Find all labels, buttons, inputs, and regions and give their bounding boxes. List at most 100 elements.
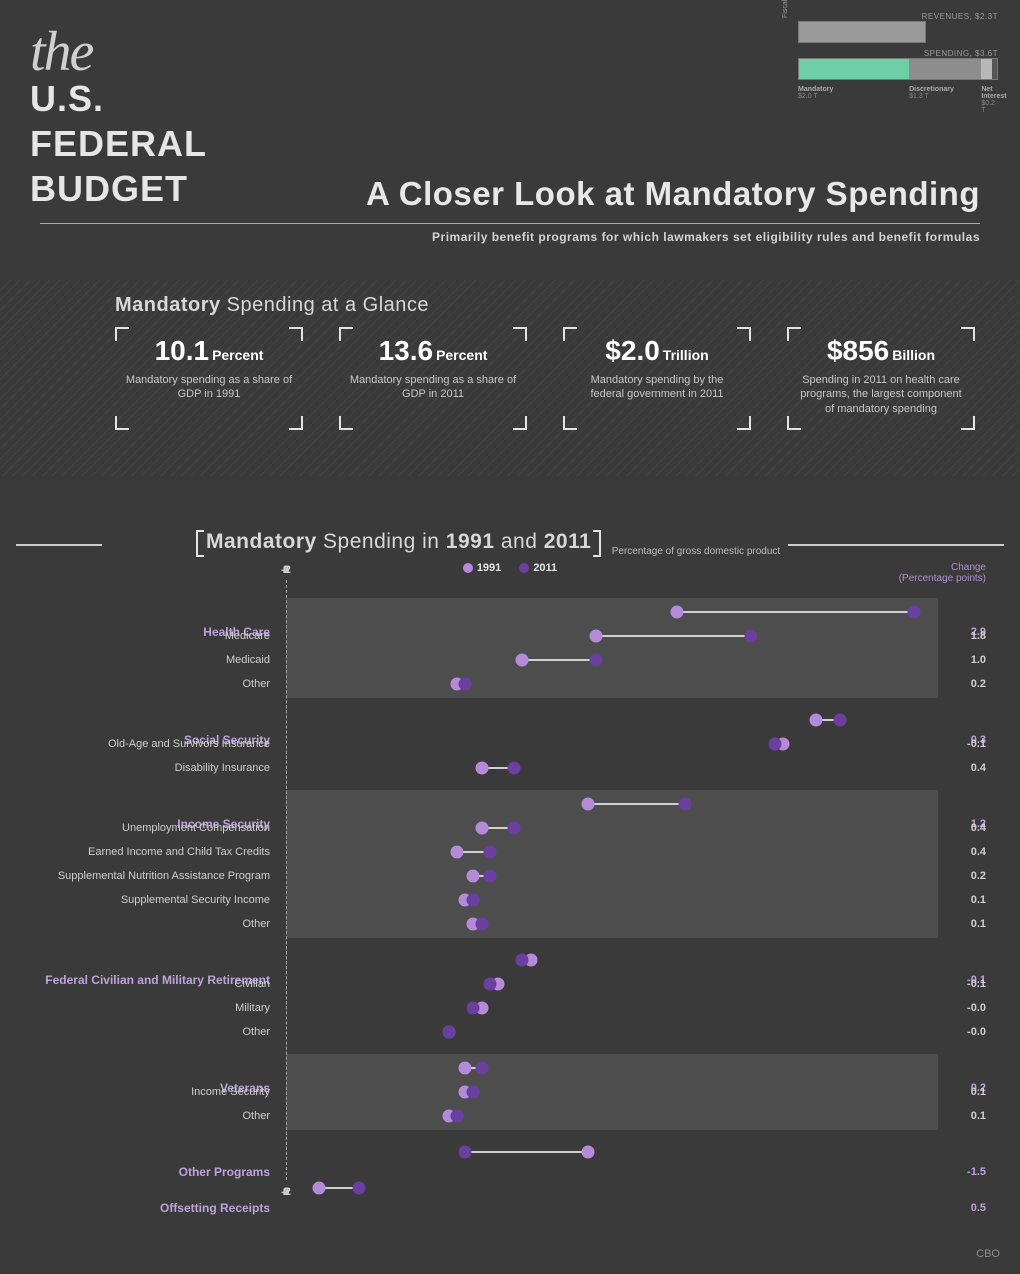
row-plot [286, 708, 938, 732]
chart-sub-row: Supplemental Security Income0.1 [16, 888, 1004, 912]
dot-2011 [483, 869, 496, 882]
dot-1991 [475, 761, 488, 774]
row-label: Other [16, 1020, 278, 1044]
dot-1991 [451, 845, 464, 858]
dot-2011 [451, 1109, 464, 1122]
chart-sub-row: Other-0.0 [16, 1020, 1004, 1044]
dot-2011 [475, 1061, 488, 1074]
mini-segment-labels: Mandatory$2.0 TDiscretionary$1.3 TNet In… [798, 86, 998, 114]
dot-2011 [459, 677, 472, 690]
dot-2011 [769, 737, 782, 750]
row-plot [286, 888, 938, 912]
mini-y-label: Fiscal Year 2011 [Trillions of dollars] [782, 0, 789, 18]
dot-chart: -2-200224466 Health Care2.9Medicare1.8Me… [16, 580, 1004, 1226]
mini-seg-label: Net Interest$0.2 T [981, 86, 992, 114]
chart-sub-row: Income Security0.1 [16, 1080, 1004, 1104]
row-plot [286, 840, 938, 864]
mini-budget-bars: Fiscal Year 2011 [Trillions of dollars] … [798, 12, 998, 114]
comparison-title: Mandatory Spending in 1991 and 2011 [196, 530, 601, 557]
legend-1991: 1991 [477, 562, 501, 574]
ct-2: 1991 [446, 530, 495, 553]
chart-sub-row: Supplemental Nutrition Assistance Progra… [16, 864, 1004, 888]
row-change: 0.1 [940, 912, 986, 936]
dot-2011 [459, 1145, 472, 1158]
dot-2011 [483, 845, 496, 858]
row-label: Medicare [16, 624, 278, 648]
footer: CBO [0, 1242, 1020, 1274]
dot-2011 [589, 653, 602, 666]
stat-desc: Mandatory spending as a share of GDP in … [349, 373, 517, 402]
dot-2011 [475, 917, 488, 930]
dot-2011 [508, 821, 521, 834]
row-label: Old-Age and Survivors Insurance [16, 732, 278, 756]
row-plot [286, 600, 938, 624]
dot-1991 [809, 713, 822, 726]
mini-spend-label: SPENDING, $3.6T [798, 49, 998, 58]
title-line-3: BUDGET [30, 168, 188, 209]
row-change: 0.2 [940, 672, 986, 696]
dot-2011 [679, 797, 692, 810]
chart-sub-row: Old-Age and Survivors Insurance-0.1 [16, 732, 1004, 756]
mini-spend-bar [798, 58, 998, 80]
chart-header-row: Veterans0.2 [16, 1056, 1004, 1080]
row-label: Supplemental Security Income [16, 888, 278, 912]
legend-2011: 2011 [533, 562, 557, 574]
legend-dot-1991 [463, 563, 473, 573]
glance-title-bold: Mandatory [115, 294, 221, 316]
dot-2011 [467, 1085, 480, 1098]
dot-1991 [459, 1061, 472, 1074]
chart-sub-row: Medicaid 1.0 [16, 648, 1004, 672]
row-plot [286, 756, 938, 780]
row-label: Civilian [16, 972, 278, 996]
glance-stat-row: 10.1PercentMandatory spending as a share… [0, 327, 1020, 430]
row-change: 1.0 [940, 648, 986, 672]
chart-header-row: Social Security0.3 [16, 708, 1004, 732]
mini-seg-label: Mandatory$2.0 T [798, 86, 909, 114]
chart-sub-row: Other 0.1 [16, 912, 1004, 936]
row-label: Offsetting Receipts [16, 1196, 278, 1220]
chart-header-row: Offsetting Receipts0.5 [16, 1176, 1004, 1200]
stat-value: 13.6 [379, 335, 434, 367]
row-change: 0.2 [940, 864, 986, 888]
dot-1991 [589, 629, 602, 642]
chart-sub-row: Medicare1.8 [16, 624, 1004, 648]
glance-section: Mandatory Spending at a Glance 10.1Perce… [0, 280, 1020, 476]
row-label: Other [16, 912, 278, 936]
row-label: Disability Insurance [16, 756, 278, 780]
row-plot [286, 948, 938, 972]
dot-1991 [475, 821, 488, 834]
row-label: Medicaid [16, 648, 278, 672]
row-change: -0.0 [940, 996, 986, 1020]
row-plot [286, 672, 938, 696]
chart-header-row: Other Programs-1.5 [16, 1140, 1004, 1164]
row-plot [286, 972, 938, 996]
stat-unit: Percent [212, 347, 263, 363]
dot-2011 [443, 1025, 456, 1038]
row-change: 0.1 [940, 1080, 986, 1104]
row-plot [286, 732, 938, 756]
ct-4: 2011 [544, 530, 592, 553]
chart-sub-row: Earned Income and Child Tax Credits0.4 [16, 840, 1004, 864]
stat-desc: Mandatory spending as a share of GDP in … [125, 373, 293, 402]
chart-sub-row: Other0.2 [16, 672, 1004, 696]
ct-3: and [495, 530, 544, 553]
chart-header-row: Federal Civilian and Military Retirement… [16, 948, 1004, 972]
comparison-subtitle: Percentage of gross domestic product [612, 546, 780, 557]
row-plot [286, 864, 938, 888]
row-change: 0.4 [940, 840, 986, 864]
dot-2011 [907, 605, 920, 618]
row-plot [286, 816, 938, 840]
chart-sub-row: Military-0.0 [16, 996, 1004, 1020]
row-change: 0.4 [940, 816, 986, 840]
row-plot [286, 1080, 938, 1104]
stat-box: 13.6Percent Mandatory spending as a share… [339, 327, 527, 430]
row-plot [286, 648, 938, 672]
row-plot [286, 792, 938, 816]
dot-2011 [467, 893, 480, 906]
tagline: Primarily benefit programs for which law… [0, 230, 980, 244]
stat-box: $2.0TrillionMandatory spending by the fe… [563, 327, 751, 430]
row-plot [286, 1104, 938, 1128]
dot-1991 [671, 605, 684, 618]
stat-unit: Percent [436, 347, 487, 363]
row-change: 0.5 [940, 1196, 986, 1220]
